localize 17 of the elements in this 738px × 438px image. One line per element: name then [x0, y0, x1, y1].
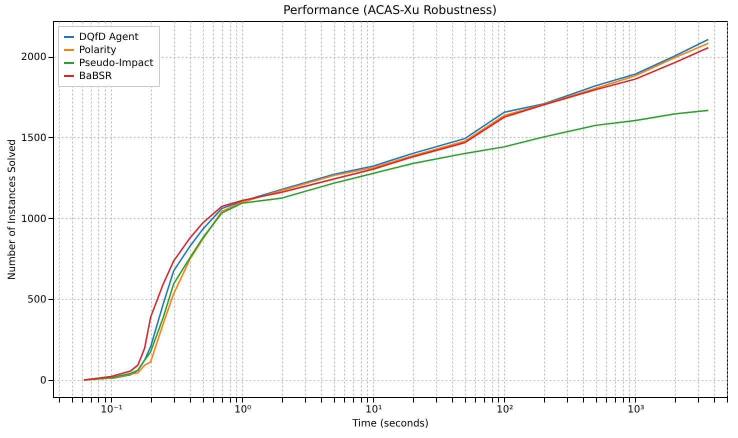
- y-tick-label: 500: [27, 294, 46, 306]
- x-tick-label: 10¹: [365, 404, 382, 416]
- y-tick-label: 1500: [21, 132, 46, 144]
- chart-title: Performance (ACAS-Xu Robustness): [283, 3, 497, 17]
- y-tick-label: 0: [40, 376, 46, 387]
- y-tick-label: 2000: [21, 52, 46, 64]
- x-axis-title: Time (seconds): [351, 418, 429, 430]
- x-tick-label: 10⁻¹: [100, 404, 123, 416]
- x-tick-label: 10³: [628, 404, 644, 416]
- x-tick-label: 10²: [496, 404, 514, 416]
- legend-label: Pseudo-Impact: [79, 58, 154, 69]
- y-tick-label: 1000: [21, 214, 46, 225]
- x-tick-label: 10⁰: [234, 404, 252, 416]
- y-axis-title: Number of Instances Solved: [7, 139, 18, 280]
- legend-label: BaBSR: [79, 71, 112, 82]
- legend-label: Polarity: [79, 45, 117, 56]
- legend-label: DQfD Agent: [79, 32, 139, 43]
